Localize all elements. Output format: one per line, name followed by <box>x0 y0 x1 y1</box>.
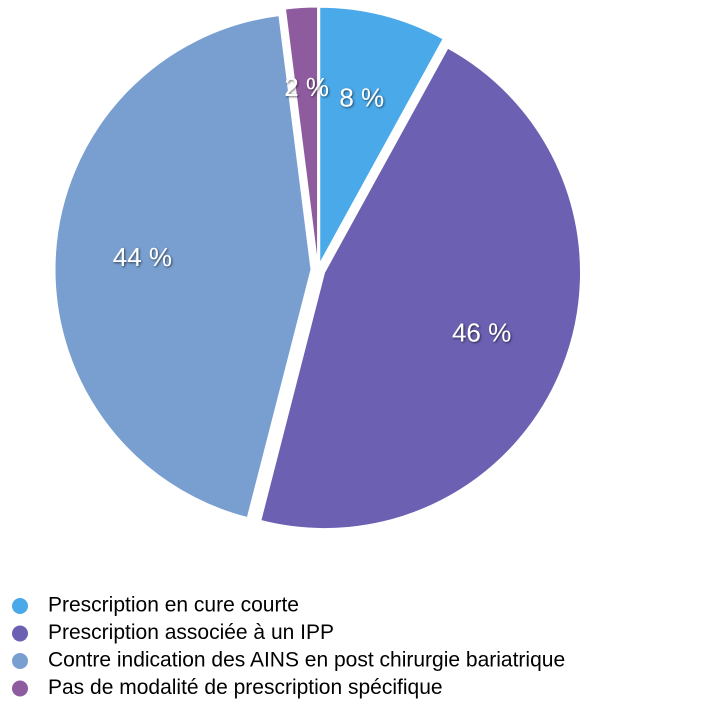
legend-label: Prescription associée à un IPP <box>48 621 334 644</box>
legend-swatch <box>12 598 28 614</box>
legend-swatch <box>12 653 28 669</box>
pie-slice <box>284 6 319 264</box>
pie-slice <box>54 15 312 519</box>
legend-label: Contre indication des AINS en post chiru… <box>48 649 565 672</box>
value-label: 8 % <box>339 82 384 112</box>
legend-swatch <box>12 680 28 697</box>
pie-slice <box>319 6 444 264</box>
pie-slice <box>260 47 581 530</box>
value-label: 46 % <box>452 318 511 348</box>
value-label: 2 % <box>284 72 329 102</box>
value-label: 44 % <box>113 242 172 272</box>
legend-swatch <box>12 625 28 642</box>
legend-label: Prescription en cure courte <box>48 594 299 617</box>
legend-label: Pas de modalité de prescription spécifiq… <box>48 676 443 699</box>
